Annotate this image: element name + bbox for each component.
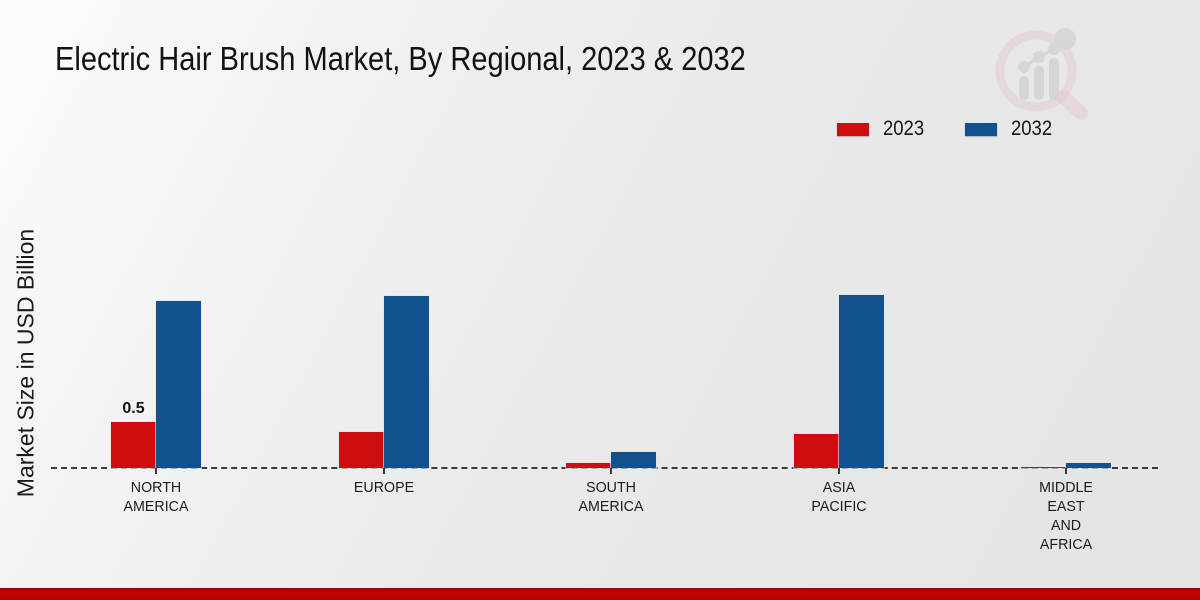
bar-2032-middle-east-and-africa (1066, 463, 1111, 468)
x-axis-baseline (51, 467, 1158, 469)
legend-swatch-2032 (964, 122, 997, 136)
axis-tick-europe (382, 468, 385, 474)
bar-2023-middle-east-and-africa (1021, 467, 1066, 468)
bar-2032-europe (383, 296, 429, 468)
legend: 2023 2032 (837, 117, 1057, 141)
category-label-middle-east-and-africa: MIDDLE EAST AND AFRICA (1039, 479, 1093, 553)
category-label-europe: EUROPE (353, 479, 414, 496)
category-label-asia-pacific: ASIA PACIFIC (810, 479, 867, 515)
legend-label-2023: 2023 (883, 117, 925, 140)
axis-tick-north-america (155, 468, 157, 474)
legend-item-2032: 2032 (964, 117, 1058, 141)
magnifier-bar-chart-logo-icon (995, 28, 1088, 120)
legend-label-2032: 2032 (1010, 117, 1052, 140)
chart-title: Electric Hair Brush Market, By Regional,… (55, 40, 746, 77)
category-label-south-america: SOUTH AMERICA (578, 479, 644, 515)
bar-2032-north-america (156, 301, 201, 468)
axis-tick-south-america (610, 468, 612, 474)
bar-2023-south-america (566, 463, 611, 468)
category-label-north-america: NORTH AMERICA (123, 479, 189, 515)
bar-2023-asia-pacific (793, 434, 839, 468)
bar-2032-south-america (611, 452, 656, 468)
footer-bar (0, 588, 1200, 600)
legend-swatch-2023 (837, 122, 869, 136)
axis-tick-asia-pacific (837, 468, 840, 474)
bar-2023-europe (338, 432, 384, 468)
axis-tick-middle-east-and-africa (1065, 468, 1067, 474)
legend-item-2023: 2023 (837, 117, 930, 141)
bar-2023-north-america (111, 422, 156, 468)
bar-value-label: 0.5 (122, 400, 145, 417)
bar-2032-asia-pacific (838, 295, 884, 468)
